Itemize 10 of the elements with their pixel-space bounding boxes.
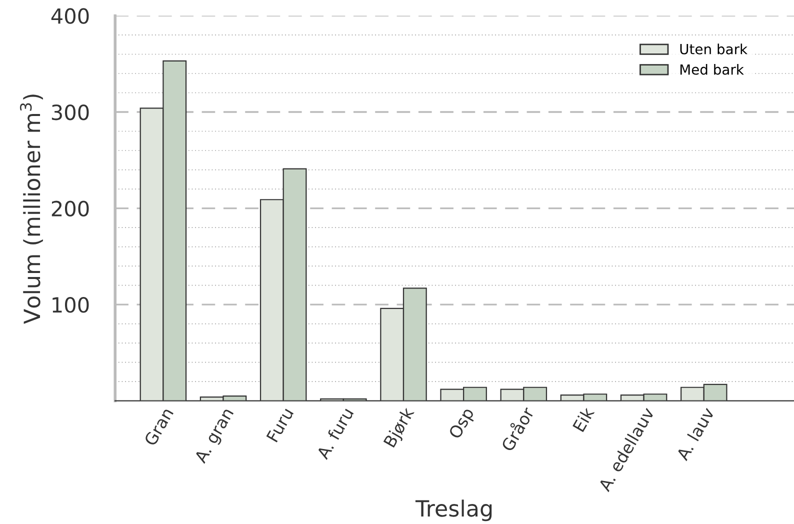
y-tick-label: 100 <box>52 297 89 313</box>
x-tick-label: Osp <box>448 406 478 442</box>
y-axis-title: Volum (millioner m$^{3}$) <box>20 94 43 324</box>
y-tick-label: 200 <box>52 200 89 216</box>
y-tick-label: 300 <box>52 104 89 120</box>
x-tick-label: Eik <box>572 406 595 432</box>
legend-label: Med bark <box>680 64 744 75</box>
x-axis-title: Treslag <box>415 500 492 522</box>
legend-label: Uten bark <box>680 44 748 54</box>
y-tick-label: 400 <box>51 8 89 24</box>
